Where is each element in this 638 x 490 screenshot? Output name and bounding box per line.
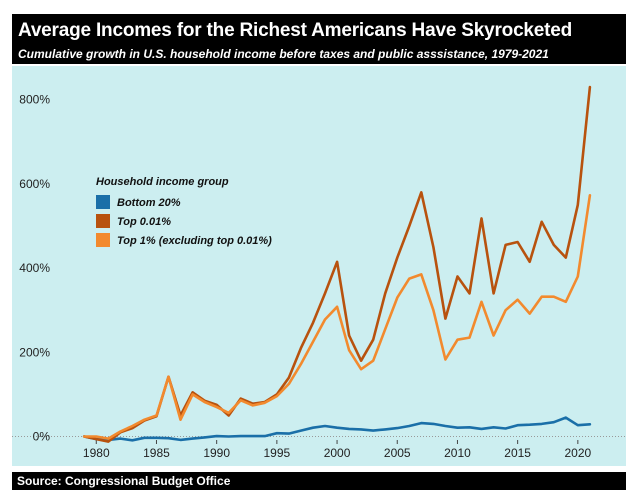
legend-label: Top 1% (excluding top 0.01%) (117, 235, 272, 247)
legend-swatch (96, 233, 110, 247)
legend-swatch (96, 214, 110, 228)
chart-header: Average Incomes for the Richest American… (12, 14, 626, 64)
x-tick-label: 2005 (384, 446, 411, 460)
chart-footer: Source: Congressional Budget Office (12, 472, 626, 490)
y-tick-label: 800% (19, 93, 50, 107)
y-tick-label: 0% (33, 430, 51, 444)
x-tick-label: 2010 (444, 446, 471, 460)
x-tick-label: 2020 (564, 446, 591, 460)
x-tick-label: 1985 (143, 446, 170, 460)
x-tick-label: 2015 (504, 446, 531, 460)
source-note: Source: Congressional Budget Office (17, 474, 231, 488)
series-line-1 (82, 85, 592, 443)
series-line-2 (82, 194, 592, 440)
y-tick-label: 600% (19, 177, 50, 191)
legend-label: Top 0.01% (117, 216, 171, 228)
x-tick-label: 1980 (83, 446, 110, 460)
chart-subtitle: Cumulative growth in U.S. household inco… (18, 47, 549, 61)
y-tick-label: 400% (19, 261, 50, 275)
x-tick-label: 1995 (264, 446, 291, 460)
legend-label: Bottom 20% (117, 197, 181, 209)
x-tick-label: 2000 (324, 446, 351, 460)
chart-title: Average Incomes for the Richest American… (18, 20, 573, 41)
plot-area (12, 66, 626, 466)
legend-title: Household income group (96, 176, 229, 188)
x-tick-label: 1990 (203, 446, 230, 460)
legend-swatch (96, 195, 110, 209)
series-line-0 (82, 416, 592, 442)
y-tick-label: 200% (19, 345, 50, 359)
